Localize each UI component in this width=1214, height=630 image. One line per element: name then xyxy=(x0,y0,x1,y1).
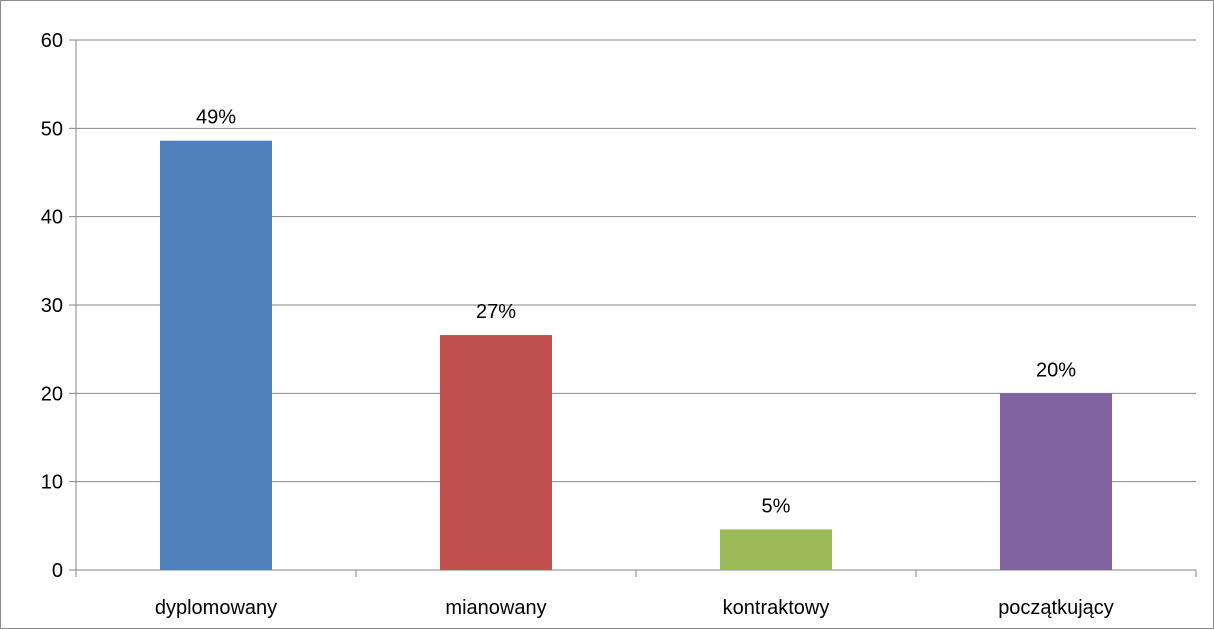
x-tick-label: dyplomowany xyxy=(155,597,277,619)
bars xyxy=(160,140,1112,570)
data-label: 5% xyxy=(762,495,791,517)
data-label: 49% xyxy=(196,107,236,129)
bar-dyplomowany xyxy=(160,140,272,570)
y-tick-label: 40 xyxy=(41,207,63,229)
data-label: 27% xyxy=(476,301,516,323)
data-labels: 49% 27% 5% 20% xyxy=(196,107,1076,518)
y-axis: 0 10 20 30 40 50 60 xyxy=(41,30,77,582)
y-tick-label: 0 xyxy=(52,560,63,582)
y-tick-label: 10 xyxy=(41,472,63,494)
y-tick-label: 20 xyxy=(41,383,63,405)
x-tick-label: początkujący xyxy=(998,597,1114,619)
data-label: 20% xyxy=(1036,359,1076,381)
x-tick-label: kontraktowy xyxy=(723,597,830,619)
y-tick-label: 60 xyxy=(41,30,63,52)
bar-mianowany xyxy=(440,335,552,570)
y-tick-label: 50 xyxy=(41,118,63,140)
bar-kontraktowy xyxy=(720,529,832,570)
bar-początkujący xyxy=(1000,393,1112,570)
x-axis: dyplomowany mianowany kontraktowy początkuj… xyxy=(75,569,1197,619)
y-tick-label: 30 xyxy=(41,295,63,317)
x-tick-label: mianowany xyxy=(445,597,546,619)
